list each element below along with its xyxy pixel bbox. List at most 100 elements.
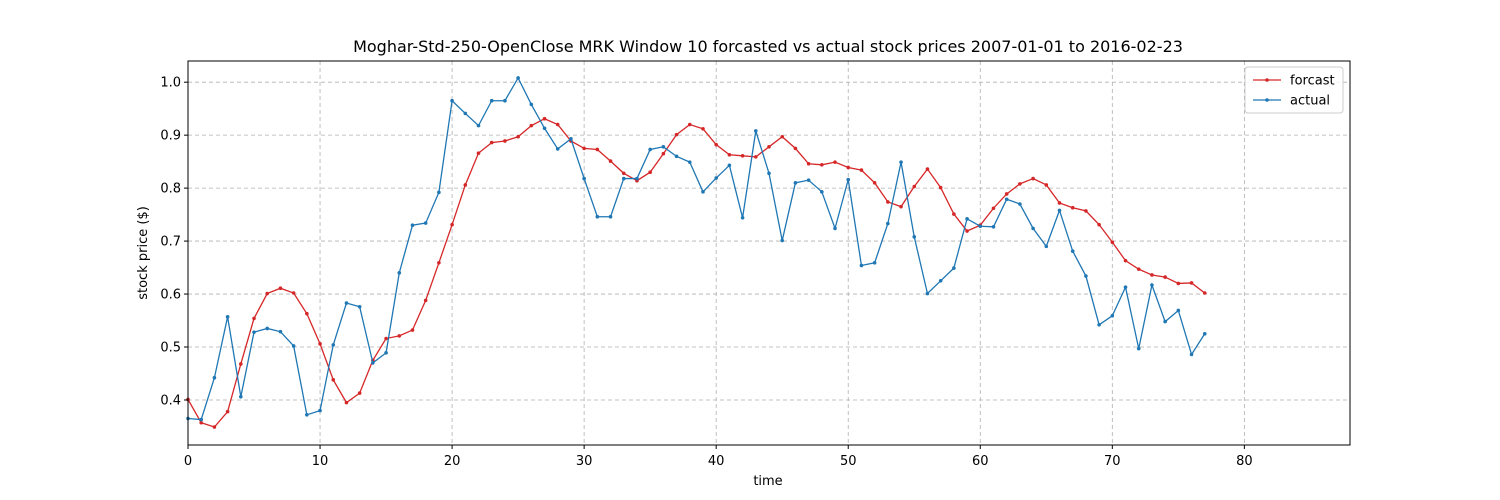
data-point [925,167,930,171]
data-point [635,176,639,181]
data-point [965,229,969,233]
data-point [1044,244,1049,249]
data-point [450,98,454,103]
x-tick-label: 10 [312,454,329,469]
data-point [1097,322,1101,327]
x-tick-label: 50 [840,454,857,469]
data-point [767,171,771,176]
data-point [714,176,718,180]
data-point [423,298,428,303]
data-point [687,160,692,164]
data-point [503,139,507,143]
data-point [318,408,322,413]
data-point [595,147,600,152]
data-point [820,163,824,167]
data-point [753,155,758,159]
data-point [1004,197,1009,202]
data-point [952,212,956,216]
data-point [1123,285,1128,289]
data-point [278,329,283,334]
data-point [410,328,415,332]
data-point [806,178,811,182]
data-point [1163,319,1167,324]
grid [187,61,1350,445]
data-point [265,291,270,296]
data-point [846,177,851,182]
data-point [820,190,824,194]
data-point [1084,274,1088,278]
x-tick-label: 80 [1236,454,1253,469]
y-tick-label: 0.7 [160,235,181,250]
data-point [239,395,243,399]
data-point [701,126,705,131]
data-point [555,122,560,127]
data-point [793,146,798,151]
data-point [384,336,388,341]
data-point [621,171,626,176]
data-point [1202,331,1207,336]
data-point [529,102,534,107]
data-point [912,235,917,239]
series-line [187,76,1206,421]
data-point [991,206,996,211]
data-point [542,126,547,131]
data-point [516,134,520,139]
data-point [912,184,917,189]
data-point [674,132,679,137]
data-point [780,134,785,139]
data-point [357,304,362,309]
data-point [899,160,903,164]
data-point [925,291,930,296]
data-point [1176,308,1181,313]
data-point [437,260,441,265]
data-point [938,185,943,190]
data-point [608,159,613,163]
data-point [489,140,494,145]
legend-frame [1244,66,1344,114]
data-point [265,326,270,331]
x-tick-label: 40 [708,454,725,469]
y-axis-label: stock price ($) [136,206,151,300]
data-point [1018,182,1022,186]
series-layer [186,76,1207,429]
data-point [291,344,296,348]
x-tick-label: 20 [444,454,461,469]
data-point [463,183,468,187]
data-point [727,152,732,157]
data-point [305,311,309,316]
y-tick-label: 0.8 [160,182,181,197]
data-point [661,145,666,149]
data-point [1110,313,1115,318]
data-point [899,204,903,209]
y-tick-label: 0.4 [160,393,181,408]
data-point [740,215,745,220]
data-point [767,145,771,149]
data-point [397,271,402,275]
data-point [212,375,217,380]
data-point [886,221,890,226]
data-point [291,291,296,295]
data-point [437,190,441,195]
data-point [1057,208,1062,213]
chart-title: Moghar-Std-250-OpenClose MRK Window 10 f… [353,37,1183,56]
data-point [252,330,256,334]
x-tick-label: 70 [1104,454,1121,469]
data-point [872,181,877,185]
data-point [1070,205,1075,210]
data-point [476,123,481,128]
data-point [450,222,454,227]
data-point [331,378,336,382]
data-point [1163,275,1167,279]
data-point [714,142,718,147]
data-point [1018,202,1022,206]
data-point [621,176,626,181]
data-point [1202,291,1207,295]
data-point [516,76,520,80]
x-tick-label: 60 [972,454,989,469]
data-point [648,147,652,152]
data-point [806,161,811,166]
data-point [1136,267,1141,271]
data-point [595,214,600,219]
data-point [1031,226,1035,231]
